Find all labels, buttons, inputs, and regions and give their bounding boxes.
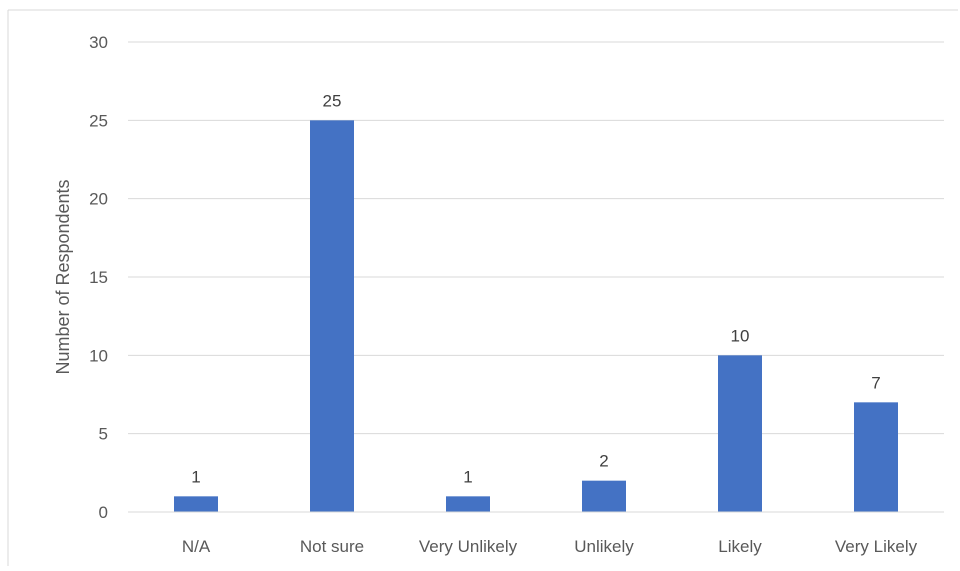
x-tick-label: N/A bbox=[182, 537, 211, 556]
data-label: 10 bbox=[731, 326, 750, 345]
y-tick-label: 0 bbox=[99, 503, 108, 522]
x-tick-label: Likely bbox=[718, 537, 762, 556]
data-label: 1 bbox=[463, 467, 472, 486]
data-labels: 1 25 1 2 10 7 bbox=[191, 91, 880, 486]
bar bbox=[854, 402, 898, 512]
data-label: 1 bbox=[191, 467, 200, 486]
data-label: 25 bbox=[323, 91, 342, 110]
y-tick-label: 10 bbox=[89, 346, 108, 365]
x-axis-ticks: N/A Not sure Very Unlikely Unlikely Likely Ve… bbox=[182, 537, 918, 556]
y-tick-label: 20 bbox=[89, 190, 108, 209]
bar bbox=[718, 355, 762, 512]
bar bbox=[310, 120, 354, 512]
y-tick-label: 30 bbox=[89, 33, 108, 52]
bar bbox=[446, 496, 490, 512]
x-tick-label: Not sure bbox=[300, 537, 364, 556]
gridlines bbox=[128, 41, 944, 435]
bar bbox=[582, 480, 626, 512]
x-tick-label: Unlikely bbox=[574, 537, 634, 556]
y-tick-label: 25 bbox=[89, 111, 108, 130]
data-label: 7 bbox=[871, 373, 880, 392]
y-tick-label: 15 bbox=[89, 268, 108, 287]
bars bbox=[174, 120, 898, 512]
data-label: 2 bbox=[599, 452, 608, 471]
x-tick-label: Very Unlikely bbox=[419, 537, 518, 556]
y-axis-ticks: 0 5 10 15 20 25 30 bbox=[89, 33, 108, 522]
y-axis-title: Number of Respondents bbox=[53, 179, 73, 374]
y-tick-label: 5 bbox=[99, 425, 108, 444]
x-tick-label: Very Likely bbox=[835, 537, 918, 556]
bar bbox=[174, 496, 218, 512]
